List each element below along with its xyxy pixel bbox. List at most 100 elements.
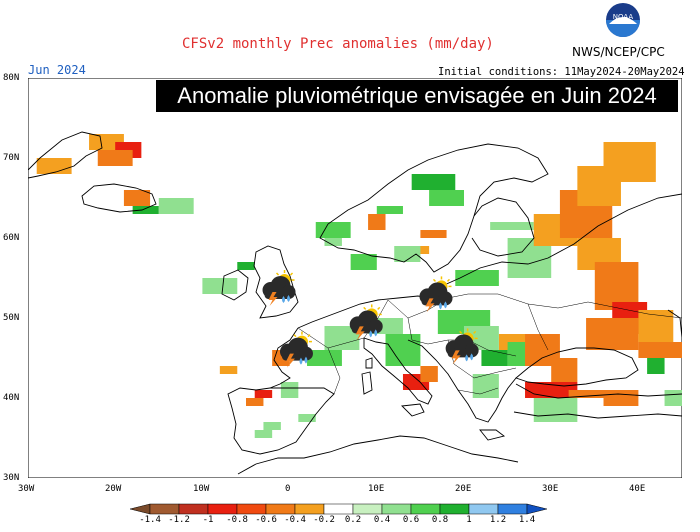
legend-swatch bbox=[526, 503, 548, 515]
legend-value: -1 bbox=[202, 515, 214, 525]
anomaly-cell bbox=[246, 398, 264, 406]
storm-icon-france bbox=[279, 331, 313, 368]
anomaly-cell bbox=[533, 398, 578, 422]
anomaly-cell bbox=[481, 350, 508, 366]
anomaly-cell bbox=[254, 390, 273, 398]
month-label: Jun 2024 bbox=[28, 63, 86, 77]
anomaly-cell bbox=[429, 190, 464, 206]
coastlines bbox=[28, 131, 682, 475]
europe-map bbox=[28, 78, 682, 478]
anomaly-cell bbox=[603, 142, 656, 182]
legend-swatch bbox=[207, 503, 238, 515]
legend-value: 1 bbox=[466, 515, 472, 525]
legend-swatch bbox=[323, 503, 354, 515]
legend-value: 0.2 bbox=[344, 515, 362, 525]
initial-conditions: Initial conditions: 11May2024-20May2024 bbox=[438, 66, 685, 78]
legend-swatch bbox=[236, 503, 267, 515]
anomaly-cell bbox=[394, 246, 421, 262]
legend-value: 0.4 bbox=[373, 515, 391, 525]
lon-label-20w: 20W bbox=[105, 484, 122, 494]
noaa-logo: NOAA bbox=[606, 3, 640, 37]
anomaly-cell bbox=[307, 350, 342, 366]
anomaly-cell bbox=[315, 222, 351, 238]
legend-value: 1.4 bbox=[518, 515, 536, 525]
storm-icon-uk bbox=[262, 270, 296, 306]
legend-swatch bbox=[381, 503, 412, 515]
anomaly-cell bbox=[280, 382, 299, 398]
anomaly-cell bbox=[376, 206, 403, 214]
storm-icon-balkans bbox=[445, 328, 479, 365]
storm-icon-poland bbox=[419, 276, 453, 313]
legend-swatch bbox=[497, 503, 528, 515]
anomaly-cell bbox=[123, 190, 151, 206]
country-borders bbox=[297, 293, 682, 395]
lat-label-50n: 50N bbox=[3, 313, 20, 323]
legend-swatch bbox=[410, 503, 441, 515]
anomaly-cell bbox=[411, 174, 456, 190]
lat-label-60n: 60N bbox=[3, 233, 20, 243]
anomaly-cell bbox=[368, 214, 386, 230]
legend-value: 0.8 bbox=[431, 515, 449, 525]
anomaly-cell bbox=[568, 390, 613, 398]
legend-swatch bbox=[178, 503, 209, 515]
anomaly-cell bbox=[664, 390, 682, 406]
legend-swatch bbox=[352, 503, 383, 515]
anomaly-cell bbox=[385, 334, 421, 366]
lat-label-70n: 70N bbox=[3, 153, 20, 163]
lat-label-80n: 80N bbox=[3, 73, 20, 83]
anomaly-cell bbox=[36, 158, 72, 174]
anomaly-cell bbox=[586, 318, 639, 350]
legend-value: -1.2 bbox=[168, 515, 190, 525]
legend-value: 1.2 bbox=[489, 515, 507, 525]
legend-swatch bbox=[439, 503, 470, 515]
anomaly-cell bbox=[202, 278, 238, 294]
logo-text: NOAA bbox=[613, 13, 634, 21]
legend-value: 0.6 bbox=[402, 515, 420, 525]
anomaly-cell bbox=[507, 342, 526, 366]
color-legend bbox=[129, 503, 548, 515]
anomaly-cell bbox=[647, 358, 665, 374]
anomaly-cell bbox=[254, 430, 273, 438]
legend-swatch bbox=[129, 503, 151, 515]
anomaly-cell bbox=[551, 358, 578, 382]
lon-label-10e: 10E bbox=[368, 484, 385, 494]
anomaly-cell bbox=[298, 414, 316, 422]
anomaly-cell bbox=[638, 342, 682, 358]
lon-label-20e: 20E bbox=[455, 484, 472, 494]
lon-label-30w: 30W bbox=[18, 484, 35, 494]
anomaly-cell bbox=[158, 198, 194, 214]
anomaly-cell bbox=[219, 366, 238, 374]
anomaly-cell bbox=[420, 230, 447, 238]
lon-label-40e: 40E bbox=[629, 484, 646, 494]
weather-icons bbox=[262, 270, 479, 368]
lat-label-40n: 40N bbox=[3, 393, 20, 403]
lon-label-10w: 10W bbox=[193, 484, 210, 494]
legend-value: -1.4 bbox=[139, 515, 161, 525]
legend-value: -0.6 bbox=[255, 515, 277, 525]
agency-label: NWS/NCEP/CPC bbox=[572, 45, 665, 59]
anomaly-cell bbox=[350, 254, 377, 270]
legend-swatch bbox=[294, 503, 325, 515]
lon-label-0: 0 bbox=[285, 484, 291, 494]
lat-label-30n: 30N bbox=[3, 473, 20, 483]
lon-label-30e: 30E bbox=[542, 484, 559, 494]
anomaly-cell bbox=[490, 222, 534, 230]
anomaly-cell bbox=[237, 262, 255, 270]
chart-title: CFSv2 monthly Prec anomalies (mm/day) bbox=[182, 36, 494, 52]
anomaly-cell bbox=[97, 150, 133, 166]
legend-swatch bbox=[265, 503, 296, 515]
anomaly-cell bbox=[455, 270, 499, 286]
legend-swatch bbox=[149, 503, 180, 515]
legend-value: -0.8 bbox=[226, 515, 248, 525]
storm-icon-alps bbox=[349, 304, 383, 341]
anomaly-cell bbox=[420, 366, 438, 382]
anomaly-cell bbox=[603, 390, 639, 406]
anomaly-cell bbox=[472, 374, 499, 398]
anomaly-cell bbox=[638, 310, 674, 342]
legend-value: -0.4 bbox=[284, 515, 306, 525]
anomaly-cell bbox=[263, 422, 281, 430]
precip-anomaly-cells bbox=[36, 134, 682, 438]
anomaly-cell bbox=[132, 206, 159, 214]
forecast-banner: Anomalie pluviométrique envisagée en Jui… bbox=[156, 80, 678, 112]
legend-value: -0.2 bbox=[313, 515, 335, 525]
